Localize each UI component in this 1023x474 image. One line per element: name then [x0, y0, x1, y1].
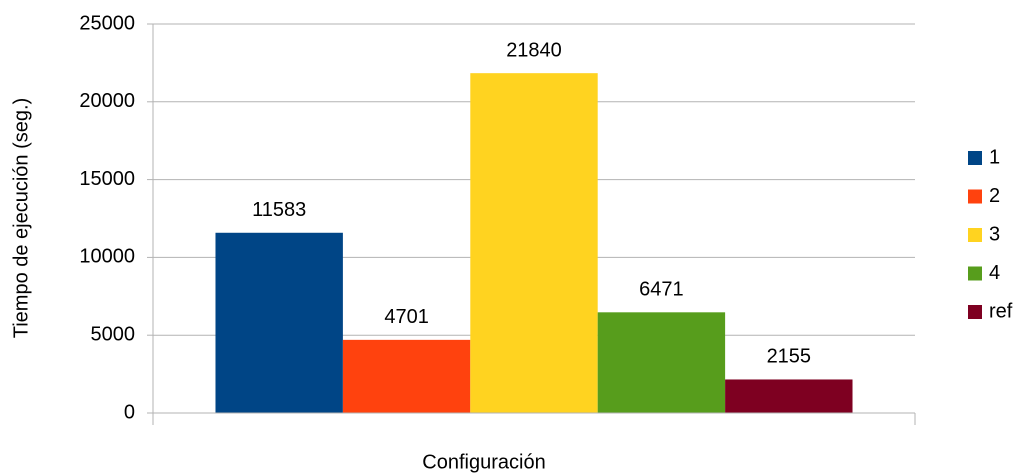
legend-swatch	[968, 228, 982, 242]
y-axis-title: Tiempo de ejecución (seg.)	[10, 98, 32, 339]
data-label: 6471	[639, 279, 684, 301]
y-tick-label: 10000	[79, 246, 135, 268]
data-label: 2155	[767, 346, 812, 368]
y-tick-label: 15000	[79, 168, 135, 190]
legend-label: 3	[989, 223, 1000, 245]
data-label: 11583	[252, 199, 306, 221]
legend-label: 4	[989, 262, 1000, 284]
bar	[597, 312, 726, 413]
legend-swatch	[968, 305, 982, 319]
bar	[725, 379, 853, 413]
bar	[342, 339, 471, 413]
legend-swatch	[968, 189, 982, 204]
y-tick-label: 20000	[79, 90, 135, 112]
y-tick-label: 0	[124, 401, 135, 423]
data-label: 4701	[384, 306, 429, 328]
bar	[470, 73, 598, 413]
legend-label: 1	[989, 146, 1000, 168]
y-tick-label: 5000	[91, 323, 136, 345]
legend-label: 2	[989, 185, 1000, 207]
x-axis-title: Configuración	[422, 451, 545, 473]
legend-label: ref	[989, 300, 1013, 322]
legend-swatch	[968, 151, 982, 165]
legend-swatch	[968, 266, 982, 281]
bar	[215, 232, 343, 413]
y-tick-label: 25000	[79, 12, 135, 34]
data-label: 21840	[506, 39, 562, 61]
